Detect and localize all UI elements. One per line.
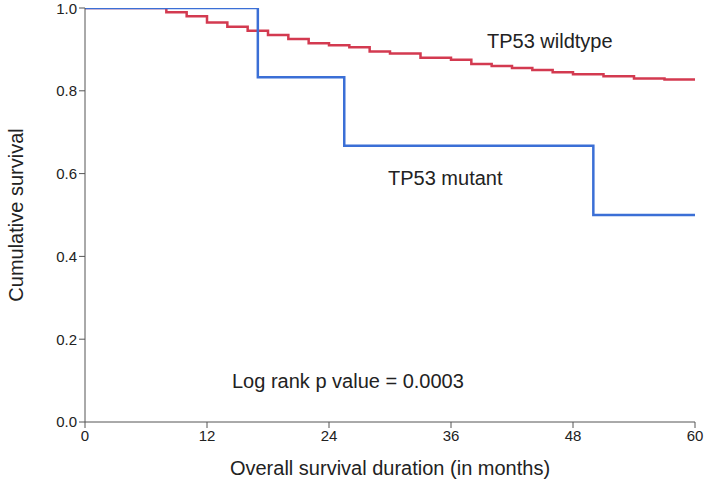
html-text:TP53 mutant: TP53 mutant <box>388 167 503 189</box>
svg-text:1.0: 1.0 <box>56 0 77 17</box>
svg-text:24: 24 <box>321 427 338 444</box>
html-text:Log rank p value = 0.0003: Log rank p value = 0.0003 <box>232 370 464 392</box>
svg-text:Overall survival duration (in: Overall survival duration (in months) <box>230 457 550 479</box>
svg-text:0: 0 <box>81 427 89 444</box>
svg-text:0.0: 0.0 <box>56 413 77 430</box>
html-text:TP53 wildtype: TP53 wildtype <box>487 30 613 52</box>
svg-text:36: 36 <box>443 427 460 444</box>
svg-text:0.4: 0.4 <box>56 248 77 265</box>
svg-text:60: 60 <box>687 427 701 444</box>
svg-text:0.2: 0.2 <box>56 331 77 348</box>
svg-text:Cumulative survival: Cumulative survival <box>8 128 27 301</box>
svg-text:0.6: 0.6 <box>56 165 77 182</box>
svg-text:48: 48 <box>565 427 582 444</box>
svg-text:0.8: 0.8 <box>56 82 77 99</box>
svg-text:12: 12 <box>199 427 216 444</box>
